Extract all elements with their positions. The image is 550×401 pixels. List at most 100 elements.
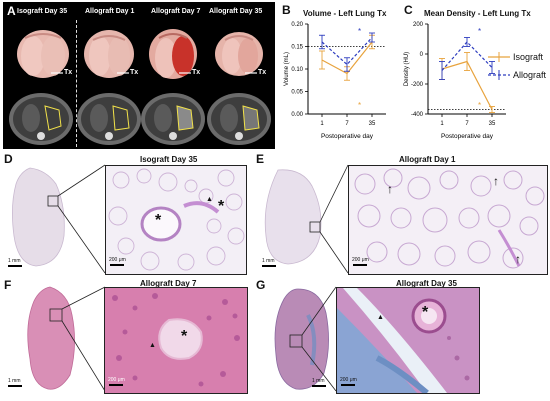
panel-d-scale-small-label: 200 μm <box>109 257 126 263</box>
chart-b-title: Volume - Left Lung Tx <box>303 9 387 18</box>
panel-e-arrow-2: ↑ <box>493 174 499 188</box>
chart-c-ylabel: Density (HU) <box>404 52 410 86</box>
legend-isograft-label: Isograft <box>513 52 544 62</box>
chart-b-ytick-label: 0.20 <box>291 22 303 28</box>
ct-scan-2 <box>77 93 141 145</box>
chart-c-annotation: * <box>478 27 481 36</box>
lung-photos <box>17 29 263 79</box>
panel-e-arrow-1: ↑ <box>387 182 393 196</box>
chart-c-xlabel: Postoperative day <box>441 133 494 140</box>
legend-isograft-swatch <box>488 52 510 62</box>
panel-g-scale-small-bar <box>341 384 355 386</box>
panel-f-title: Allograft Day 7 <box>140 279 197 288</box>
chart-c-ytick-label: 200 <box>413 22 424 28</box>
panel-a: A Isograft Day 35 Allograft Day 1 Allogr… <box>3 2 275 149</box>
panel-g-zoom: * ▲ 200 μm <box>336 287 480 394</box>
group-title-1: Isograft Day 35 <box>17 8 68 15</box>
ct-scan-1 <box>9 93 73 145</box>
tx-label-4: Tx <box>258 69 267 76</box>
ct-scans <box>9 93 271 145</box>
panel-e-scale-big-label: 1 mm <box>262 258 275 264</box>
ct-scan-3 <box>141 93 205 145</box>
ct-scan-4 <box>207 93 271 145</box>
panel-f-zoom: * ▲ 200 μm <box>104 287 248 394</box>
panel-e-zoom-lines <box>319 164 349 274</box>
panel-g-title: Allograft Day 35 <box>396 279 457 288</box>
chart-b-xlabel: Postoperative day <box>321 133 374 140</box>
panel-d-scale-small-bar <box>110 264 124 266</box>
panel-d-scale-big-label: 1 mm <box>8 258 21 264</box>
chart-b-ytick-label: 0.05 <box>291 90 303 96</box>
panel-c-letter: C <box>404 3 413 17</box>
panel-d-title: Isograft Day 35 <box>140 155 198 164</box>
lung-photo-2 <box>84 30 134 78</box>
chart-c-xtick-label: 7 <box>465 121 469 127</box>
tx-label-2: Tx <box>130 69 139 76</box>
group-title-3: Allograft Day 7 <box>151 8 201 15</box>
tx-label-3: Tx <box>192 69 201 76</box>
panel-g-scale-small-label: 200 μm <box>340 377 357 383</box>
group-title-4: Allograft Day 35 <box>209 8 263 15</box>
panel-b-letter: B <box>282 3 291 17</box>
panel-f-scale-big-label: 1 mm <box>8 378 21 384</box>
panel-g-triangle: ▲ <box>377 314 384 321</box>
panel-f-zoom-lines <box>61 286 106 392</box>
panel-g-tissue <box>337 288 470 393</box>
panel-d-tissue <box>108 168 245 271</box>
panel-e-scale-small-label: 200 μm <box>352 257 369 263</box>
chart-c-ytick-label: -200 <box>411 82 424 88</box>
chart-c-title: Mean Density - Left Lung Tx <box>424 9 531 18</box>
panel-e-scale-big-bar <box>262 265 276 267</box>
panel-f-overview <box>27 286 75 390</box>
panel-e-arrow-3: ↑ <box>515 252 521 266</box>
panel-g-asterisk: * <box>422 304 429 321</box>
panel-e-overview <box>264 169 322 265</box>
panel-e-tissue <box>354 168 545 269</box>
panel-d-zoom-lines <box>57 164 106 274</box>
lung-photo-1 <box>17 30 69 78</box>
panel-e-letter: E <box>256 152 265 166</box>
group-title-2: Allograft Day 1 <box>85 8 135 15</box>
panel-d-zoom: * * ▲ 200 μm <box>105 165 247 275</box>
panel-f-letter: F <box>4 278 12 292</box>
panel-f-scale-small-bar <box>109 384 123 386</box>
panel-d-asterisk-2: * <box>218 198 225 215</box>
panel-f-scale-big-bar <box>8 385 22 387</box>
panel-e-scale-small-bar <box>353 264 367 266</box>
chart-c-xtick-label: 1 <box>440 121 444 127</box>
panel-a-letter: A <box>7 4 16 18</box>
panel-e-zoom: ↑ ↑ ↑ 200 μm <box>348 165 548 275</box>
panel-g-zoom-lines <box>301 286 337 392</box>
legend: Isograft Allograft <box>488 52 546 80</box>
panel-f-triangle: ▲ <box>149 342 156 349</box>
panel-d-letter: D <box>4 152 13 166</box>
panel-f-tissue <box>112 293 240 387</box>
lung-photo-4 <box>215 32 263 76</box>
panel-d-asterisk-1: * <box>155 212 162 229</box>
panel-g-scale-big-bar <box>312 385 326 387</box>
panel-g-letter: G <box>256 278 266 292</box>
panel-f-asterisk: * <box>181 328 188 345</box>
tx-label-1: Tx <box>64 69 73 76</box>
chart-b-xtick-label: 35 <box>369 121 376 127</box>
panel-d-triangle: ▲ <box>206 196 213 203</box>
chart-c-ytick-label: 0 <box>420 52 424 58</box>
panel-d-scale-big-bar <box>8 265 22 267</box>
panel-g-scale-big-label: 1 mm <box>312 378 325 384</box>
chart-b-xtick-label: 1 <box>320 121 324 127</box>
panel-d-overview <box>12 167 65 267</box>
chart-b-xtick-label: 7 <box>345 121 349 127</box>
group-divider <box>76 20 77 147</box>
chart-c-annotation: * <box>478 101 481 110</box>
legend-allograft-swatch <box>488 70 510 80</box>
panel-e-title: Allograft Day 1 <box>399 155 456 164</box>
chart-b-ytick-label: 0.00 <box>291 112 303 118</box>
chart-b-annotation: * <box>358 27 361 36</box>
chart-c: -400 -200 0 200 1 7 35 Postoperative day Density… <box>404 22 506 140</box>
chart-c-xtick-label: 35 <box>489 121 496 127</box>
chart-c-ytick-label: -400 <box>411 112 424 118</box>
lung-photo-3 <box>149 29 197 79</box>
chart-b-ytick-label: 0.10 <box>291 67 303 73</box>
chart-b-series-allograft-line <box>321 37 373 66</box>
chart-b-annotation: * <box>358 101 361 110</box>
